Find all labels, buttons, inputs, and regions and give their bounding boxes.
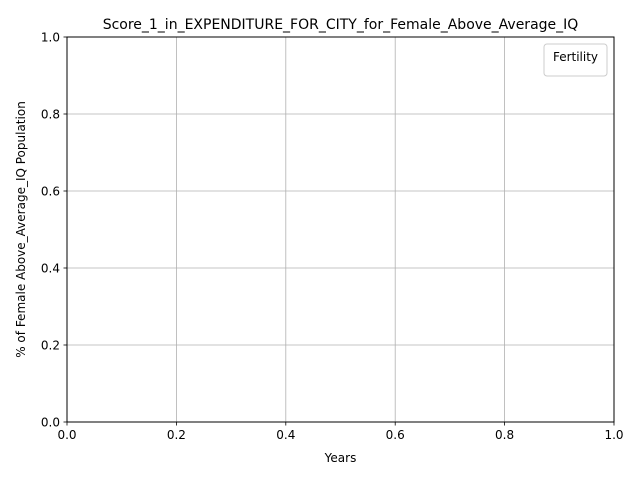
x-tick-label: 1.0 [604, 428, 623, 442]
y-tick-label: 0.6 [41, 185, 60, 199]
x-tick-label: 0.6 [386, 428, 405, 442]
x-tick-label: 0.0 [57, 428, 76, 442]
x-axis-label: Years [324, 451, 357, 465]
x-axis-ticks: 0.0 0.2 0.4 0.6 0.8 1.0 [57, 422, 624, 442]
x-tick-label: 0.2 [167, 428, 186, 442]
y-axis-label: % of Female Above_Average_IQ Population [14, 101, 28, 358]
legend-title: Fertility [553, 50, 598, 64]
y-tick-label: 1.0 [41, 31, 60, 45]
x-tick-label: 0.4 [276, 428, 295, 442]
chart-title: Score_1_in_EXPENDITURE_FOR_CITY_for_Fema… [103, 17, 579, 33]
y-axis-ticks: 0.0 0.2 0.4 0.6 0.8 1.0 [41, 31, 67, 430]
y-tick-label: 0.8 [41, 108, 60, 122]
y-tick-label: 0.4 [41, 262, 60, 276]
y-tick-label: 0.2 [41, 339, 60, 353]
plot-frame [66, 36, 615, 423]
grid [66, 36, 615, 423]
y-tick-label: 0.0 [41, 416, 60, 430]
legend-box [543, 43, 608, 77]
legend: Fertility [543, 43, 608, 77]
x-tick-label: 0.8 [495, 428, 514, 442]
